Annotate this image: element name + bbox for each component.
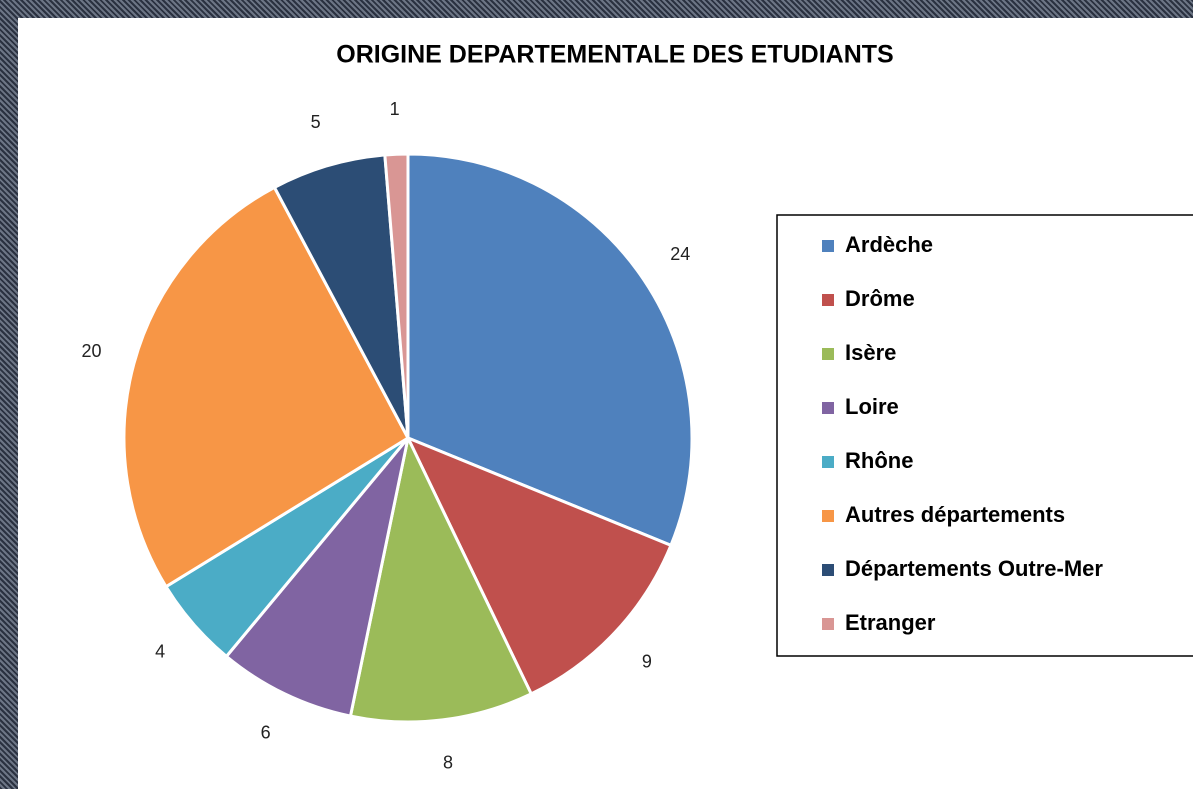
pie-slice xyxy=(406,152,694,548)
data-label: 20 xyxy=(81,341,101,361)
legend-swatch xyxy=(822,510,834,522)
pie-slice xyxy=(404,435,673,696)
legend-label: Rhône xyxy=(845,448,913,473)
data-label: 5 xyxy=(311,112,321,132)
legend-swatch xyxy=(822,618,834,630)
legend-label: Drôme xyxy=(845,286,915,311)
legend-swatch xyxy=(822,294,834,306)
data-label: 6 xyxy=(261,722,271,742)
pie-slice xyxy=(122,185,410,589)
legend-swatch xyxy=(822,456,834,468)
legend-label: Ardèche xyxy=(845,232,933,257)
legend-label: Autres départements xyxy=(845,502,1065,527)
legend-swatch xyxy=(822,564,834,576)
legend-label: Etranger xyxy=(845,610,936,635)
data-label: 1 xyxy=(390,99,400,119)
data-label: 9 xyxy=(642,651,652,671)
legend-label: Départements Outre-Mer xyxy=(845,556,1103,581)
legend-box xyxy=(776,214,1193,657)
pie-slice xyxy=(383,152,410,439)
legend-label: Isère xyxy=(845,340,896,365)
pie-slice xyxy=(224,437,410,718)
legend-label: Loire xyxy=(845,394,899,419)
legend-swatch xyxy=(822,402,834,414)
chart-title: ORIGINE DEPARTEMENTALE DES ETUDIANTS xyxy=(336,41,893,69)
data-label: 4 xyxy=(155,642,165,662)
pie-slice xyxy=(272,153,410,439)
data-label: 24 xyxy=(670,244,690,264)
pie-slice xyxy=(348,433,534,724)
legend-swatch xyxy=(822,240,834,252)
legend-swatch xyxy=(822,348,834,360)
data-label: 8 xyxy=(443,752,453,772)
